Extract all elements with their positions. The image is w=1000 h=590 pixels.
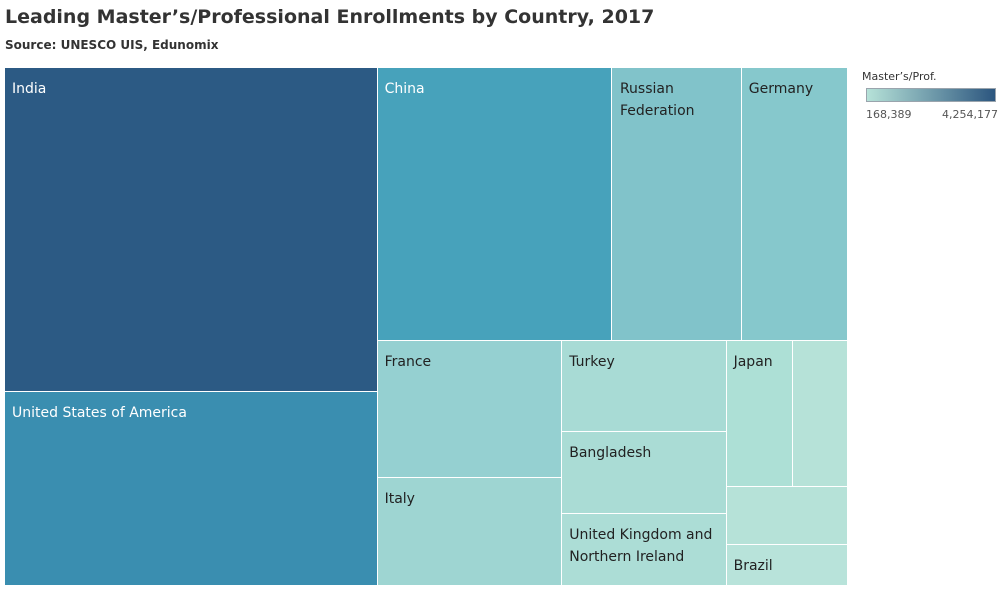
treemap-cell[interactable] — [793, 340, 848, 488]
treemap-cell-france[interactable]: France — [377, 340, 563, 479]
treemap-cell-label: Germany — [748, 81, 814, 97]
treemap-cell-label: Russian Federation — [619, 81, 695, 119]
color-legend: Master’s/Prof. 168,389 4,254,177 — [862, 70, 998, 121]
treemap-cell-india[interactable]: India — [5, 68, 378, 393]
treemap-cell-russian-federation[interactable]: Russian Federation — [611, 68, 742, 341]
legend-max-label: 4,254,177 — [942, 108, 998, 121]
treemap-cell-brazil[interactable]: Brazil — [726, 544, 848, 586]
treemap-cell-china[interactable]: China — [377, 68, 612, 341]
treemap-cell-label: Bangladesh — [569, 445, 652, 462]
treemap-cell-label: India — [12, 81, 47, 97]
treemap-cell[interactable] — [726, 487, 848, 545]
treemap-cell-label: Brazil — [733, 557, 773, 574]
legend-title: Master’s/Prof. — [862, 70, 937, 83]
treemap-cell-label: United States of America — [12, 405, 187, 422]
treemap-cell-united-states-of-america[interactable]: United States of America — [5, 392, 378, 586]
treemap-cell-japan[interactable]: Japan — [726, 340, 794, 488]
treemap-cell-label: Turkey — [569, 353, 615, 370]
treemap-cell-label: Japan — [733, 353, 773, 370]
treemap-cell-label: Italy — [384, 491, 415, 508]
treemap-cell-bangladesh[interactable]: Bangladesh — [562, 432, 727, 514]
legend-min-label: 168,389 — [866, 108, 912, 121]
treemap-cell-label: China — [384, 81, 425, 97]
treemap-area: India United States of America China Russia… — [5, 68, 848, 586]
treemap-cell-label: France — [384, 353, 432, 370]
treemap-cell-united-kingdom-and-northern-ireland[interactable]: United Kingdom and Northern Ireland — [562, 513, 727, 586]
chart-title: Leading Master’s/Professional Enrollment… — [5, 6, 655, 28]
legend-gradient-bar — [866, 88, 996, 102]
treemap-cell-italy[interactable]: Italy — [377, 478, 563, 586]
treemap-cell-turkey[interactable]: Turkey — [562, 340, 727, 433]
treemap-cell-germany[interactable]: Germany — [741, 68, 848, 341]
treemap-cell-label: United Kingdom and Northern Ireland — [569, 526, 713, 565]
chart-subtitle: Source: UNESCO UIS, Edunomix — [5, 38, 219, 52]
